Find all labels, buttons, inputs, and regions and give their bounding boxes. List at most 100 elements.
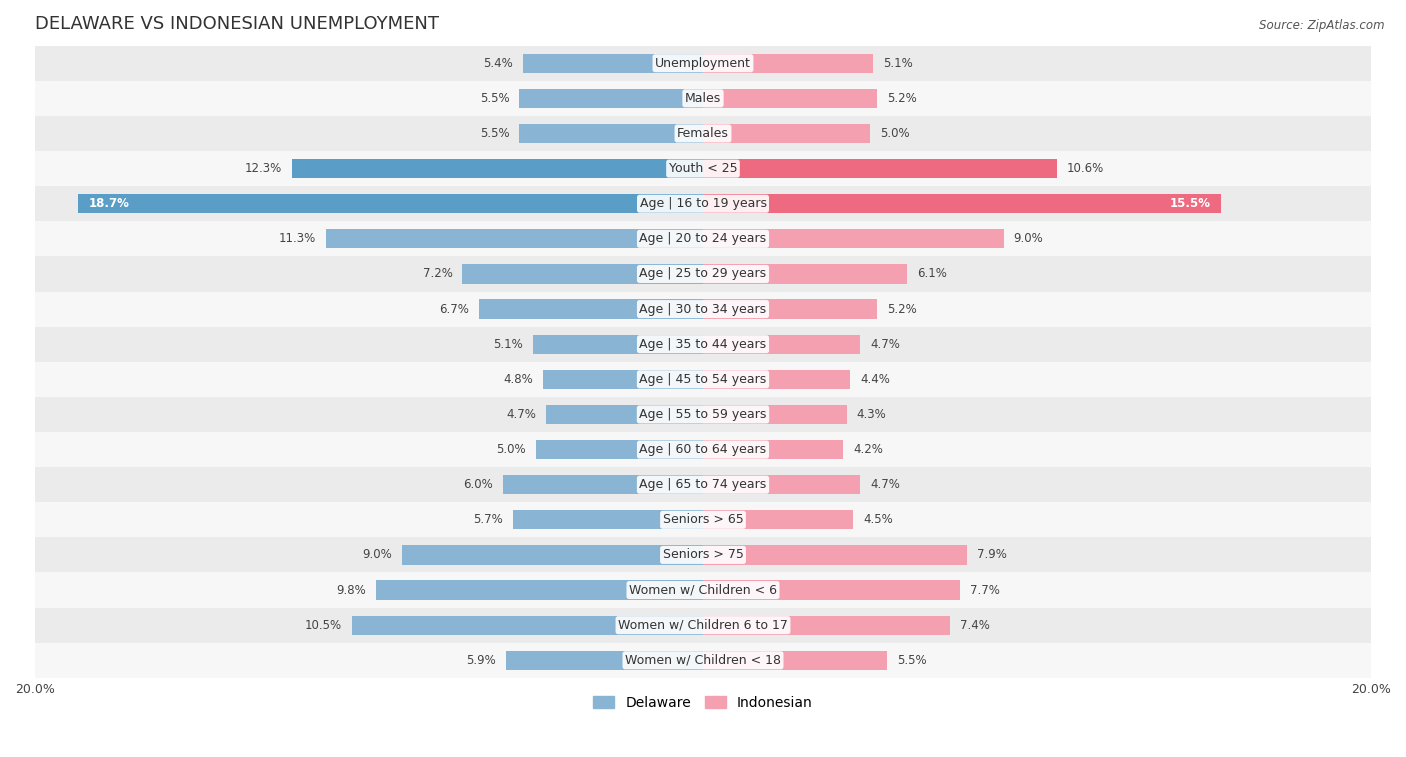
Bar [703, 615, 950, 635]
Bar [79, 194, 703, 213]
Text: 5.2%: 5.2% [887, 92, 917, 105]
Text: Age | 55 to 59 years: Age | 55 to 59 years [640, 408, 766, 421]
Bar [703, 475, 860, 494]
Bar [292, 159, 703, 178]
Bar [35, 257, 1371, 291]
Bar [703, 54, 873, 73]
Bar [703, 194, 1220, 213]
Text: 18.7%: 18.7% [89, 198, 129, 210]
Bar [35, 537, 1371, 572]
Text: 9.8%: 9.8% [336, 584, 366, 597]
Bar [35, 467, 1371, 502]
Bar [35, 326, 1371, 362]
Bar [703, 264, 907, 284]
Bar [35, 116, 1371, 151]
Text: Age | 20 to 24 years: Age | 20 to 24 years [640, 232, 766, 245]
Text: 4.7%: 4.7% [870, 338, 900, 350]
Text: 4.8%: 4.8% [503, 373, 533, 386]
Text: Unemployment: Unemployment [655, 57, 751, 70]
Text: Women w/ Children < 6: Women w/ Children < 6 [628, 584, 778, 597]
Bar [703, 440, 844, 459]
Text: Age | 25 to 29 years: Age | 25 to 29 years [640, 267, 766, 280]
Bar [35, 221, 1371, 257]
Text: 9.0%: 9.0% [1014, 232, 1043, 245]
Bar [703, 405, 846, 424]
Text: 4.7%: 4.7% [506, 408, 536, 421]
Bar [543, 369, 703, 389]
Bar [519, 124, 703, 143]
Bar [35, 151, 1371, 186]
Bar [402, 545, 703, 565]
Bar [35, 432, 1371, 467]
Bar [703, 651, 887, 670]
Text: 5.9%: 5.9% [467, 654, 496, 667]
Text: Source: ZipAtlas.com: Source: ZipAtlas.com [1260, 19, 1385, 32]
Bar [35, 643, 1371, 678]
Bar [533, 335, 703, 354]
Bar [703, 581, 960, 600]
Bar [703, 159, 1057, 178]
Text: 7.4%: 7.4% [960, 618, 990, 631]
Text: 11.3%: 11.3% [278, 232, 315, 245]
Bar [35, 502, 1371, 537]
Bar [35, 186, 1371, 221]
Text: 4.2%: 4.2% [853, 443, 883, 456]
Bar [703, 545, 967, 565]
Text: 7.7%: 7.7% [970, 584, 1000, 597]
Bar [326, 229, 703, 248]
Text: Women w/ Children 6 to 17: Women w/ Children 6 to 17 [619, 618, 787, 631]
Bar [703, 124, 870, 143]
Text: 5.7%: 5.7% [472, 513, 502, 526]
Text: Age | 30 to 34 years: Age | 30 to 34 years [640, 303, 766, 316]
Text: 6.1%: 6.1% [917, 267, 946, 280]
Text: Age | 45 to 54 years: Age | 45 to 54 years [640, 373, 766, 386]
Text: 4.7%: 4.7% [870, 478, 900, 491]
Text: 10.5%: 10.5% [305, 618, 342, 631]
Text: 5.0%: 5.0% [496, 443, 526, 456]
Text: 5.4%: 5.4% [482, 57, 513, 70]
Bar [703, 300, 877, 319]
Bar [479, 300, 703, 319]
Text: 10.6%: 10.6% [1067, 162, 1104, 175]
Text: 5.1%: 5.1% [494, 338, 523, 350]
Bar [703, 335, 860, 354]
Bar [35, 291, 1371, 326]
Bar [375, 581, 703, 600]
Text: Youth < 25: Youth < 25 [669, 162, 737, 175]
Text: Age | 16 to 19 years: Age | 16 to 19 years [640, 198, 766, 210]
Text: 7.2%: 7.2% [423, 267, 453, 280]
Text: Age | 65 to 74 years: Age | 65 to 74 years [640, 478, 766, 491]
Bar [463, 264, 703, 284]
Text: Seniors > 65: Seniors > 65 [662, 513, 744, 526]
Text: 5.1%: 5.1% [883, 57, 912, 70]
Text: 15.5%: 15.5% [1170, 198, 1211, 210]
Text: 7.9%: 7.9% [977, 548, 1007, 562]
Text: 6.7%: 6.7% [439, 303, 470, 316]
Text: Males: Males [685, 92, 721, 105]
Text: Seniors > 75: Seniors > 75 [662, 548, 744, 562]
Text: 5.5%: 5.5% [479, 92, 509, 105]
Text: 4.5%: 4.5% [863, 513, 893, 526]
Text: 12.3%: 12.3% [245, 162, 283, 175]
Text: 9.0%: 9.0% [363, 548, 392, 562]
Bar [519, 89, 703, 108]
Text: 6.0%: 6.0% [463, 478, 492, 491]
Bar [35, 572, 1371, 608]
Bar [35, 608, 1371, 643]
Bar [35, 45, 1371, 81]
Bar [353, 615, 703, 635]
Bar [502, 475, 703, 494]
Text: DELAWARE VS INDONESIAN UNEMPLOYMENT: DELAWARE VS INDONESIAN UNEMPLOYMENT [35, 15, 439, 33]
Text: Age | 35 to 44 years: Age | 35 to 44 years [640, 338, 766, 350]
Bar [506, 651, 703, 670]
Bar [513, 510, 703, 529]
Text: 4.3%: 4.3% [856, 408, 886, 421]
Legend: Delaware, Indonesian: Delaware, Indonesian [588, 690, 818, 715]
Bar [703, 369, 851, 389]
Bar [35, 397, 1371, 432]
Bar [35, 362, 1371, 397]
Bar [703, 510, 853, 529]
Bar [703, 229, 1004, 248]
Bar [703, 89, 877, 108]
Bar [523, 54, 703, 73]
